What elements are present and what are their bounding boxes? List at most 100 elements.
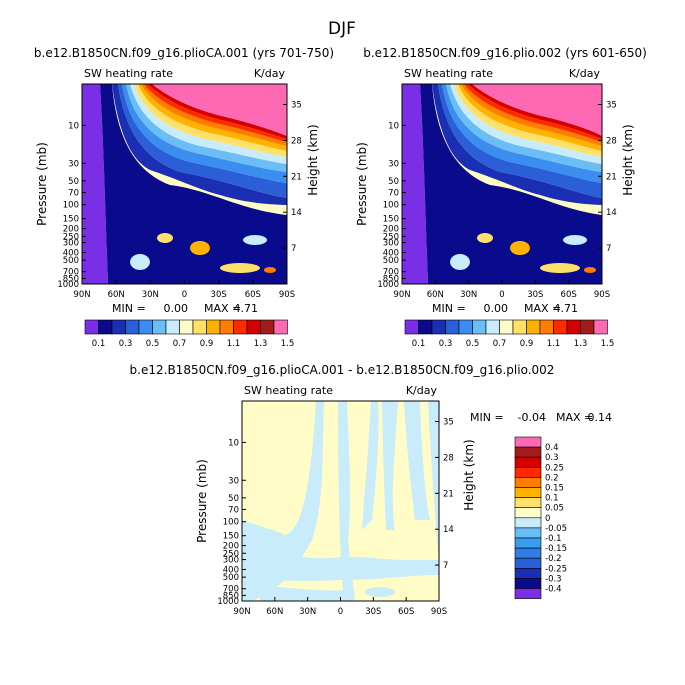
x-tick-label: 60N [108, 290, 125, 300]
y-tick-label: 700 [223, 585, 239, 595]
colorbar-label: -0.2 [545, 554, 562, 564]
colorbar-label: 0.7 [173, 339, 187, 349]
colorbar-swatch [472, 319, 487, 335]
y-tick-label: 400 [383, 248, 399, 258]
y-tick-label: 250 [223, 549, 239, 559]
panel-2-left-label: SW heating rate [404, 67, 493, 80]
panel-2-field [402, 84, 602, 284]
x-tick-label: 90N [233, 607, 250, 617]
height-tick-label: 7 [606, 244, 611, 254]
panel-1-title: b.e12.B1850CN.f09_g16.plioCA.001 (yrs 70… [34, 46, 334, 60]
y-tick-label: 50 [68, 177, 79, 187]
height-tick-label: 7 [443, 561, 448, 571]
colorbar-swatch [514, 507, 542, 519]
colorbar-swatch [514, 436, 542, 448]
colorbar-swatch [152, 319, 167, 335]
y-tick-label: 50 [388, 177, 399, 187]
colorbar-label: 0.25 [545, 463, 564, 473]
colorbar-swatch [404, 319, 419, 335]
colorbar-swatch [125, 319, 140, 335]
height-tick-label: 35 [291, 101, 302, 111]
panel-1-x-ticks: 90N 60N 30N 0 30S 60S 90S [73, 280, 295, 300]
colorbar-label: 0.1 [412, 339, 426, 349]
x-tick-label: 30S [211, 290, 227, 300]
height-tick-label: 14 [443, 525, 454, 535]
y-tick-label: 150 [383, 215, 399, 225]
colorbar-label: 1.5 [601, 339, 615, 349]
y-tick-label: 700 [63, 268, 79, 278]
y-tick-label: 700 [383, 268, 399, 278]
colorbar-swatch [165, 319, 180, 335]
x-tick-label: 0 [338, 607, 343, 617]
height-tick-label: 28 [443, 453, 454, 463]
colorbar-label: 0.9 [200, 339, 214, 349]
panel-3: b.e12.B1850CN.f09_g16.plioCA.001 - b.e12… [130, 363, 612, 617]
colorbar-label: 1.3 [574, 339, 588, 349]
x-tick-label: 30N [142, 290, 159, 300]
y-tick-label: 150 [223, 532, 239, 542]
colorbar-label: 0.3 [439, 339, 453, 349]
y-tick-label: 200 [383, 225, 399, 235]
y-tick-label: 10 [68, 121, 79, 131]
y-tick-label: 50 [228, 494, 239, 504]
colorbar-swatch [514, 578, 542, 589]
y-tick-label: 70 [228, 505, 239, 515]
colorbar-swatch [512, 319, 527, 335]
colorbar-swatch [566, 319, 581, 335]
colorbar-swatch [514, 527, 542, 539]
y-tick-label: 850 [383, 274, 399, 284]
height-tick-label: 28 [291, 136, 302, 146]
y-tick-label: 1000 [217, 597, 239, 607]
panel-3-ylabel-right: Height (km) [462, 439, 476, 510]
colorbar-label: 0.15 [545, 484, 564, 494]
panel-2-x-ticks: 90N 60N 30N 0 30S 60S 90S [393, 280, 610, 300]
colorbar-swatch [514, 517, 542, 529]
y-tick-label: 500 [63, 256, 79, 266]
panel-3-field [242, 401, 439, 601]
panel-2-ylabel: Pressure (mb) [355, 142, 369, 226]
panel-1-min-label: MIN = [112, 302, 146, 315]
y-tick-label: 100 [63, 201, 79, 211]
x-tick-label: 60S [561, 290, 577, 300]
colorbar-label: -0.4 [545, 585, 562, 595]
panel-2-min-label: MIN = [432, 302, 466, 315]
colorbar-swatch [431, 319, 446, 335]
colorbar-swatch [84, 319, 99, 335]
colorbar-label: 1.1 [547, 339, 561, 349]
y-tick-label: 10 [228, 438, 239, 448]
colorbar-swatch [514, 557, 542, 569]
panel-1-left-label: SW heating rate [84, 67, 173, 80]
colorbar-swatch [593, 319, 608, 335]
panel-2-ylabel-right: Height (km) [621, 124, 635, 195]
y-tick-label: 100 [383, 201, 399, 211]
colorbar-swatch [514, 588, 542, 599]
panel-3-x-ticks: 90N 60N 30N 0 30S 60S 90S [233, 597, 447, 617]
colorbar-label: 0.7 [493, 339, 507, 349]
x-tick-label: 60N [427, 290, 444, 300]
colorbar-label: -0.25 [545, 564, 567, 574]
y-tick-label: 400 [63, 248, 79, 258]
y-tick-label: 70 [388, 188, 399, 198]
panel-3-min-value: -0.04 [518, 411, 546, 424]
colorbar-swatch [580, 319, 595, 335]
y-tick-label: 200 [63, 225, 79, 235]
colorbar-swatch [458, 319, 473, 335]
y-tick-label: 30 [388, 159, 399, 169]
y-tick-label: 30 [228, 476, 239, 486]
height-tick-label: 21 [606, 172, 617, 182]
y-tick-label: 1000 [377, 280, 399, 290]
colorbar-swatch [539, 319, 554, 335]
colorbar-swatch [485, 319, 500, 335]
y-tick-label: 500 [383, 256, 399, 266]
height-tick-label: 14 [606, 208, 617, 218]
colorbar-swatch [219, 319, 234, 335]
y-tick-label: 30 [68, 159, 79, 169]
x-tick-label: 60S [398, 607, 414, 617]
colorbar-swatch [233, 319, 248, 335]
x-tick-label: 60S [245, 290, 261, 300]
y-tick-label: 150 [63, 215, 79, 225]
x-tick-label: 0 [182, 290, 187, 300]
y-tick-label: 70 [68, 188, 79, 198]
